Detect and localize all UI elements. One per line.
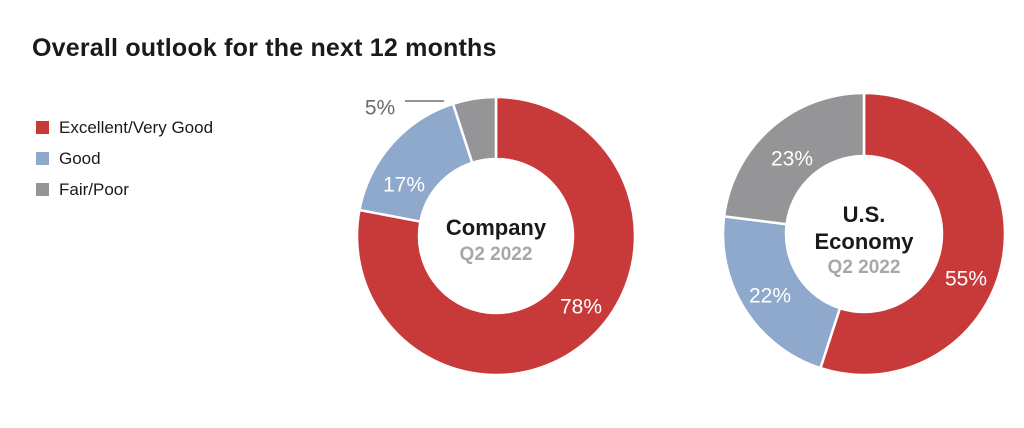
economy-slice-excellent (818, 91, 1007, 377)
legend-item-fair-poor: Fair/Poor (36, 174, 213, 205)
legend-swatch-good (36, 152, 49, 165)
economy-label-fair-poor: 23% (771, 148, 813, 171)
company-label-fair-poor: 5% (365, 97, 395, 120)
legend-label-good: Good (59, 148, 101, 168)
company-center-subtitle: Q2 2022 (460, 244, 533, 265)
economy-slice-good (721, 214, 842, 370)
chart-title: Overall outlook for the next 12 months (32, 34, 497, 62)
company-slice-excellent (355, 95, 637, 377)
legend-label-excellent: Excellent/Very Good (59, 117, 214, 137)
legend: Excellent/Very Good Good Fair/Poor (36, 112, 213, 205)
legend-item-excellent: Excellent/Very Good (36, 112, 213, 143)
legend-item-good: Good (36, 143, 213, 174)
legend-label-fair-poor: Fair/Poor (59, 179, 129, 199)
company-label-excellent: 78% (560, 296, 602, 319)
company-slice-fair-poor (451, 95, 498, 165)
legend-swatch-fair-poor (36, 183, 49, 196)
company-label-good: 17% (383, 174, 425, 197)
economy-label-good: 22% (749, 285, 791, 308)
company-center-title: Company (446, 215, 547, 240)
economy-label-excellent: 55% (945, 268, 987, 291)
legend-swatch-excellent (36, 121, 49, 134)
company-slice-good (357, 102, 474, 224)
economy-slice-fair-poor (722, 91, 866, 226)
economy-center-title: Economy (814, 229, 914, 254)
economy-center-subtitle: Q2 2022 (828, 257, 901, 278)
economy-center-title: U.S. (843, 202, 886, 227)
